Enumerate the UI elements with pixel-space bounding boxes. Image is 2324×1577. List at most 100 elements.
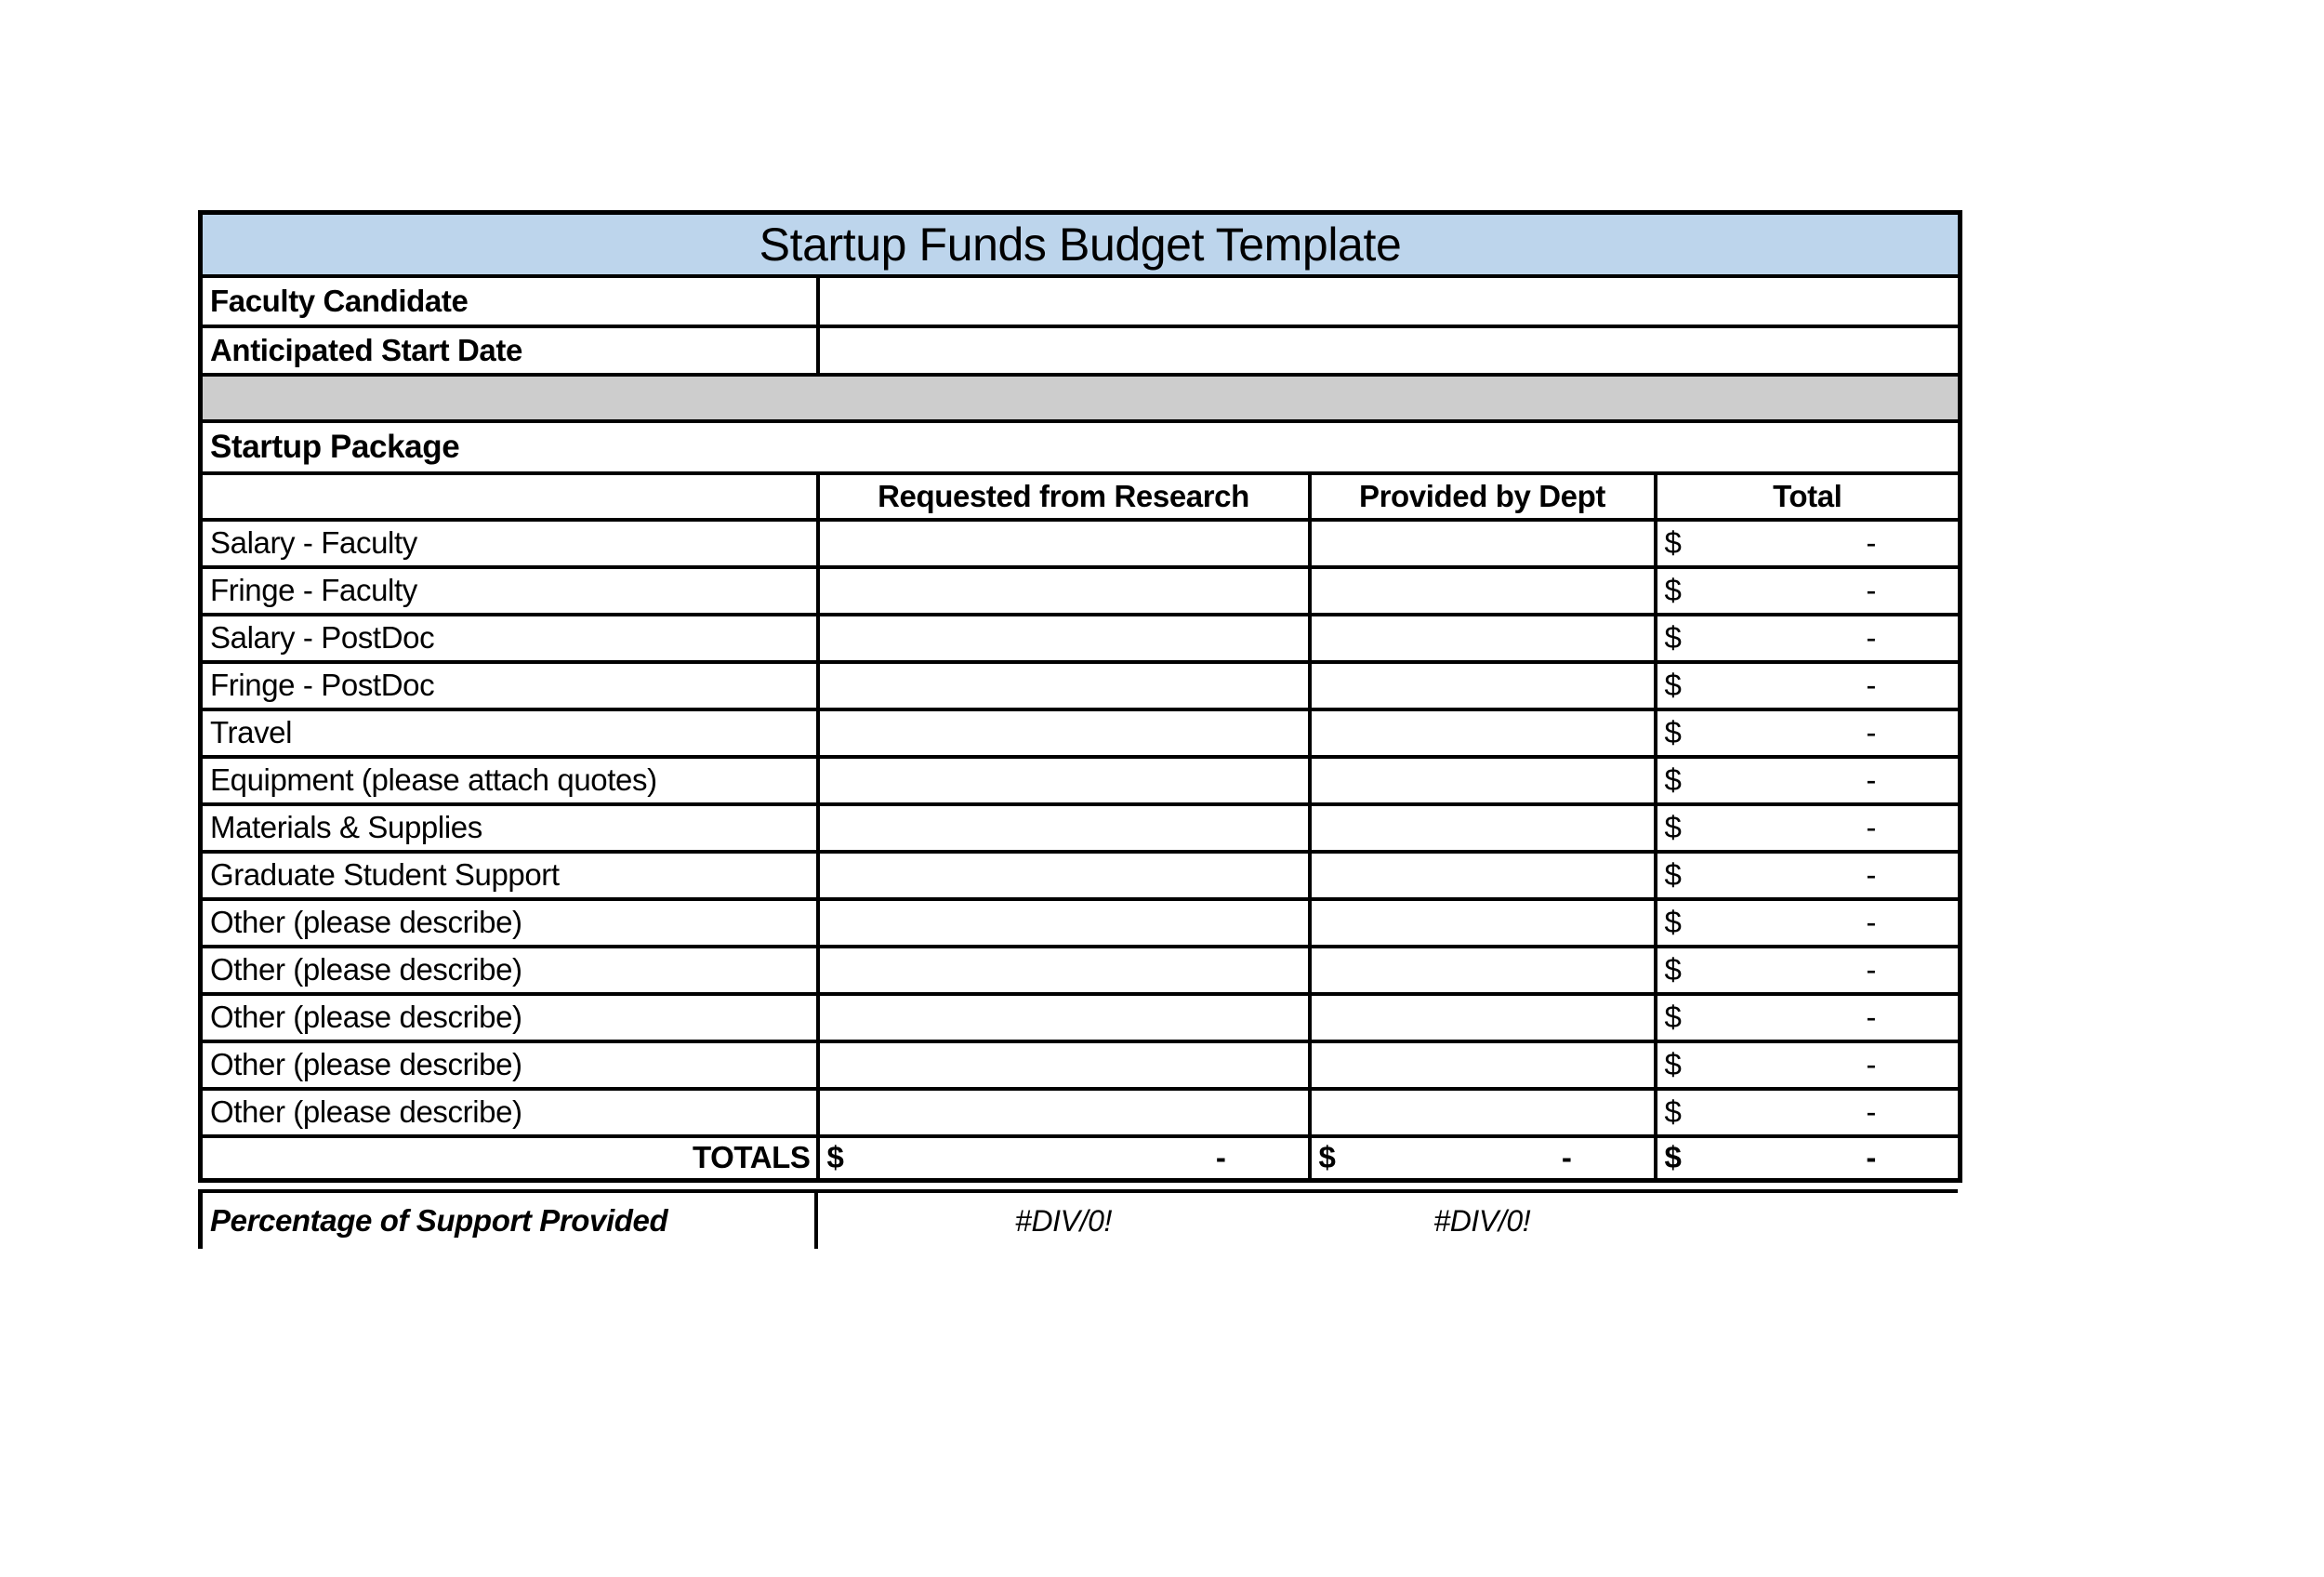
table-row: Fringe - PostDoc $ - (198, 659, 1962, 711)
table-row: Other (please describe) $ - (198, 896, 1962, 948)
table-row: Requested from Research Provided by Dept… (198, 470, 1962, 522)
dept-input-cell[interactable] (1307, 896, 1657, 948)
total-value: - (1866, 715, 1877, 749)
double-border-rule (198, 1189, 1958, 1193)
currency-symbol: $ (1664, 905, 1682, 939)
total-value: - (1866, 573, 1877, 607)
table-row: Fringe - Faculty $ - (198, 564, 1962, 616)
currency-symbol: $ (1664, 525, 1682, 560)
requested-input-cell[interactable] (815, 517, 1312, 569)
row-label: Salary - Faculty (198, 517, 820, 569)
row-label: Graduate Student Support (198, 849, 820, 901)
column-header-dept: Provided by Dept (1307, 470, 1657, 522)
total-value: - (1866, 952, 1877, 987)
requested-input-cell[interactable] (815, 1086, 1312, 1138)
table-row: Anticipated Start Date (198, 324, 1962, 377)
total-cell: $ - (1653, 659, 1962, 711)
requested-input-cell[interactable] (815, 707, 1312, 759)
totals-row: TOTALS $ - $ - $ - (198, 1133, 1962, 1183)
budget-sheet: Startup Funds Budget Template Faculty Ca… (198, 210, 1963, 1249)
table-row: Startup Funds Budget Template (198, 210, 1962, 278)
totals-dept-cell: $ - (1307, 1133, 1657, 1183)
requested-input-cell[interactable] (815, 659, 1312, 711)
total-value: - (1866, 668, 1877, 702)
requested-input-cell[interactable] (815, 944, 1312, 996)
total-value: - (1866, 1000, 1877, 1034)
faculty-candidate-label: Faculty Candidate (198, 273, 820, 328)
total-cell: $ - (1653, 564, 1962, 616)
currency-symbol: $ (1664, 668, 1682, 702)
total-cell: $ - (1653, 517, 1962, 569)
requested-input-cell[interactable] (815, 754, 1312, 806)
budget-table: Startup Funds Budget Template Faculty Ca… (198, 210, 1963, 1183)
currency-symbol: $ (1664, 1094, 1682, 1129)
row-label: Fringe - PostDoc (198, 659, 820, 711)
column-header-requested: Requested from Research (815, 470, 1312, 522)
dept-input-cell[interactable] (1307, 707, 1657, 759)
totals-dept-value: - (1561, 1140, 1572, 1175)
dept-input-cell[interactable] (1307, 659, 1657, 711)
requested-input-cell[interactable] (815, 849, 1312, 901)
total-cell: $ - (1653, 849, 1962, 901)
row-label: Other (please describe) (198, 1039, 820, 1091)
table-row: Salary - Faculty $ - (198, 517, 1962, 569)
total-cell: $ - (1653, 896, 1962, 948)
table-row: Equipment (please attach quotes) $ - (198, 754, 1962, 806)
currency-symbol: $ (1664, 1140, 1682, 1175)
total-value: - (1866, 1094, 1877, 1129)
total-value: - (1866, 905, 1877, 939)
total-value: - (1866, 1047, 1877, 1081)
requested-input-cell[interactable] (815, 991, 1312, 1043)
total-value: - (1866, 620, 1877, 655)
row-label: Fringe - Faculty (198, 564, 820, 616)
dept-input-cell[interactable] (1307, 612, 1657, 664)
dept-input-cell[interactable] (1307, 517, 1657, 569)
row-label: Other (please describe) (198, 896, 820, 948)
row-label: Equipment (please attach quotes) (198, 754, 820, 806)
requested-input-cell[interactable] (815, 564, 1312, 616)
currency-symbol: $ (1318, 1140, 1336, 1175)
currency-symbol: $ (1664, 857, 1682, 892)
dept-input-cell[interactable] (1307, 991, 1657, 1043)
percentage-dept-value: #DIV/0! (1433, 1203, 1531, 1238)
dept-input-cell[interactable] (1307, 564, 1657, 616)
totals-requested-cell: $ - (815, 1133, 1312, 1183)
requested-input-cell[interactable] (815, 1039, 1312, 1091)
dept-input-cell[interactable] (1307, 1086, 1657, 1138)
dept-input-cell[interactable] (1307, 849, 1657, 901)
dept-input-cell[interactable] (1307, 1039, 1657, 1091)
totals-label: TOTALS (198, 1133, 820, 1183)
requested-input-cell[interactable] (815, 612, 1312, 664)
table-row: Travel $ - (198, 707, 1962, 759)
total-cell: $ - (1653, 991, 1962, 1043)
total-cell: $ - (1653, 1086, 1962, 1138)
currency-symbol: $ (1664, 715, 1682, 749)
percentage-row: Percentage of Support Provided #DIV/0! #… (198, 1193, 1958, 1249)
requested-input-cell[interactable] (815, 802, 1312, 854)
totals-total-value: - (1866, 1140, 1877, 1175)
percentage-label: Percentage of Support Provided (203, 1193, 818, 1249)
row-label: Materials & Supplies (198, 802, 820, 854)
start-date-label: Anticipated Start Date (198, 324, 820, 377)
percentage-requested-value: #DIV/0! (1015, 1203, 1112, 1238)
faculty-candidate-value-cell[interactable] (815, 273, 1962, 328)
currency-symbol: $ (826, 1140, 844, 1175)
requested-input-cell[interactable] (815, 896, 1312, 948)
dept-input-cell[interactable] (1307, 944, 1657, 996)
currency-symbol: $ (1664, 810, 1682, 844)
row-label: Travel (198, 707, 820, 759)
total-cell: $ - (1653, 612, 1962, 664)
currency-symbol: $ (1664, 762, 1682, 797)
dept-input-cell[interactable] (1307, 802, 1657, 854)
table-row: Other (please describe) $ - (198, 1086, 1962, 1138)
dept-input-cell[interactable] (1307, 754, 1657, 806)
total-value: - (1866, 810, 1877, 844)
start-date-value-cell[interactable] (815, 324, 1962, 377)
totals-total-cell: $ - (1653, 1133, 1962, 1183)
table-row: Other (please describe) $ - (198, 991, 1962, 1043)
row-label: Other (please describe) (198, 944, 820, 996)
table-row: Faculty Candidate (198, 273, 1962, 328)
total-cell: $ - (1653, 1039, 1962, 1091)
table-row: Other (please describe) $ - (198, 944, 1962, 996)
